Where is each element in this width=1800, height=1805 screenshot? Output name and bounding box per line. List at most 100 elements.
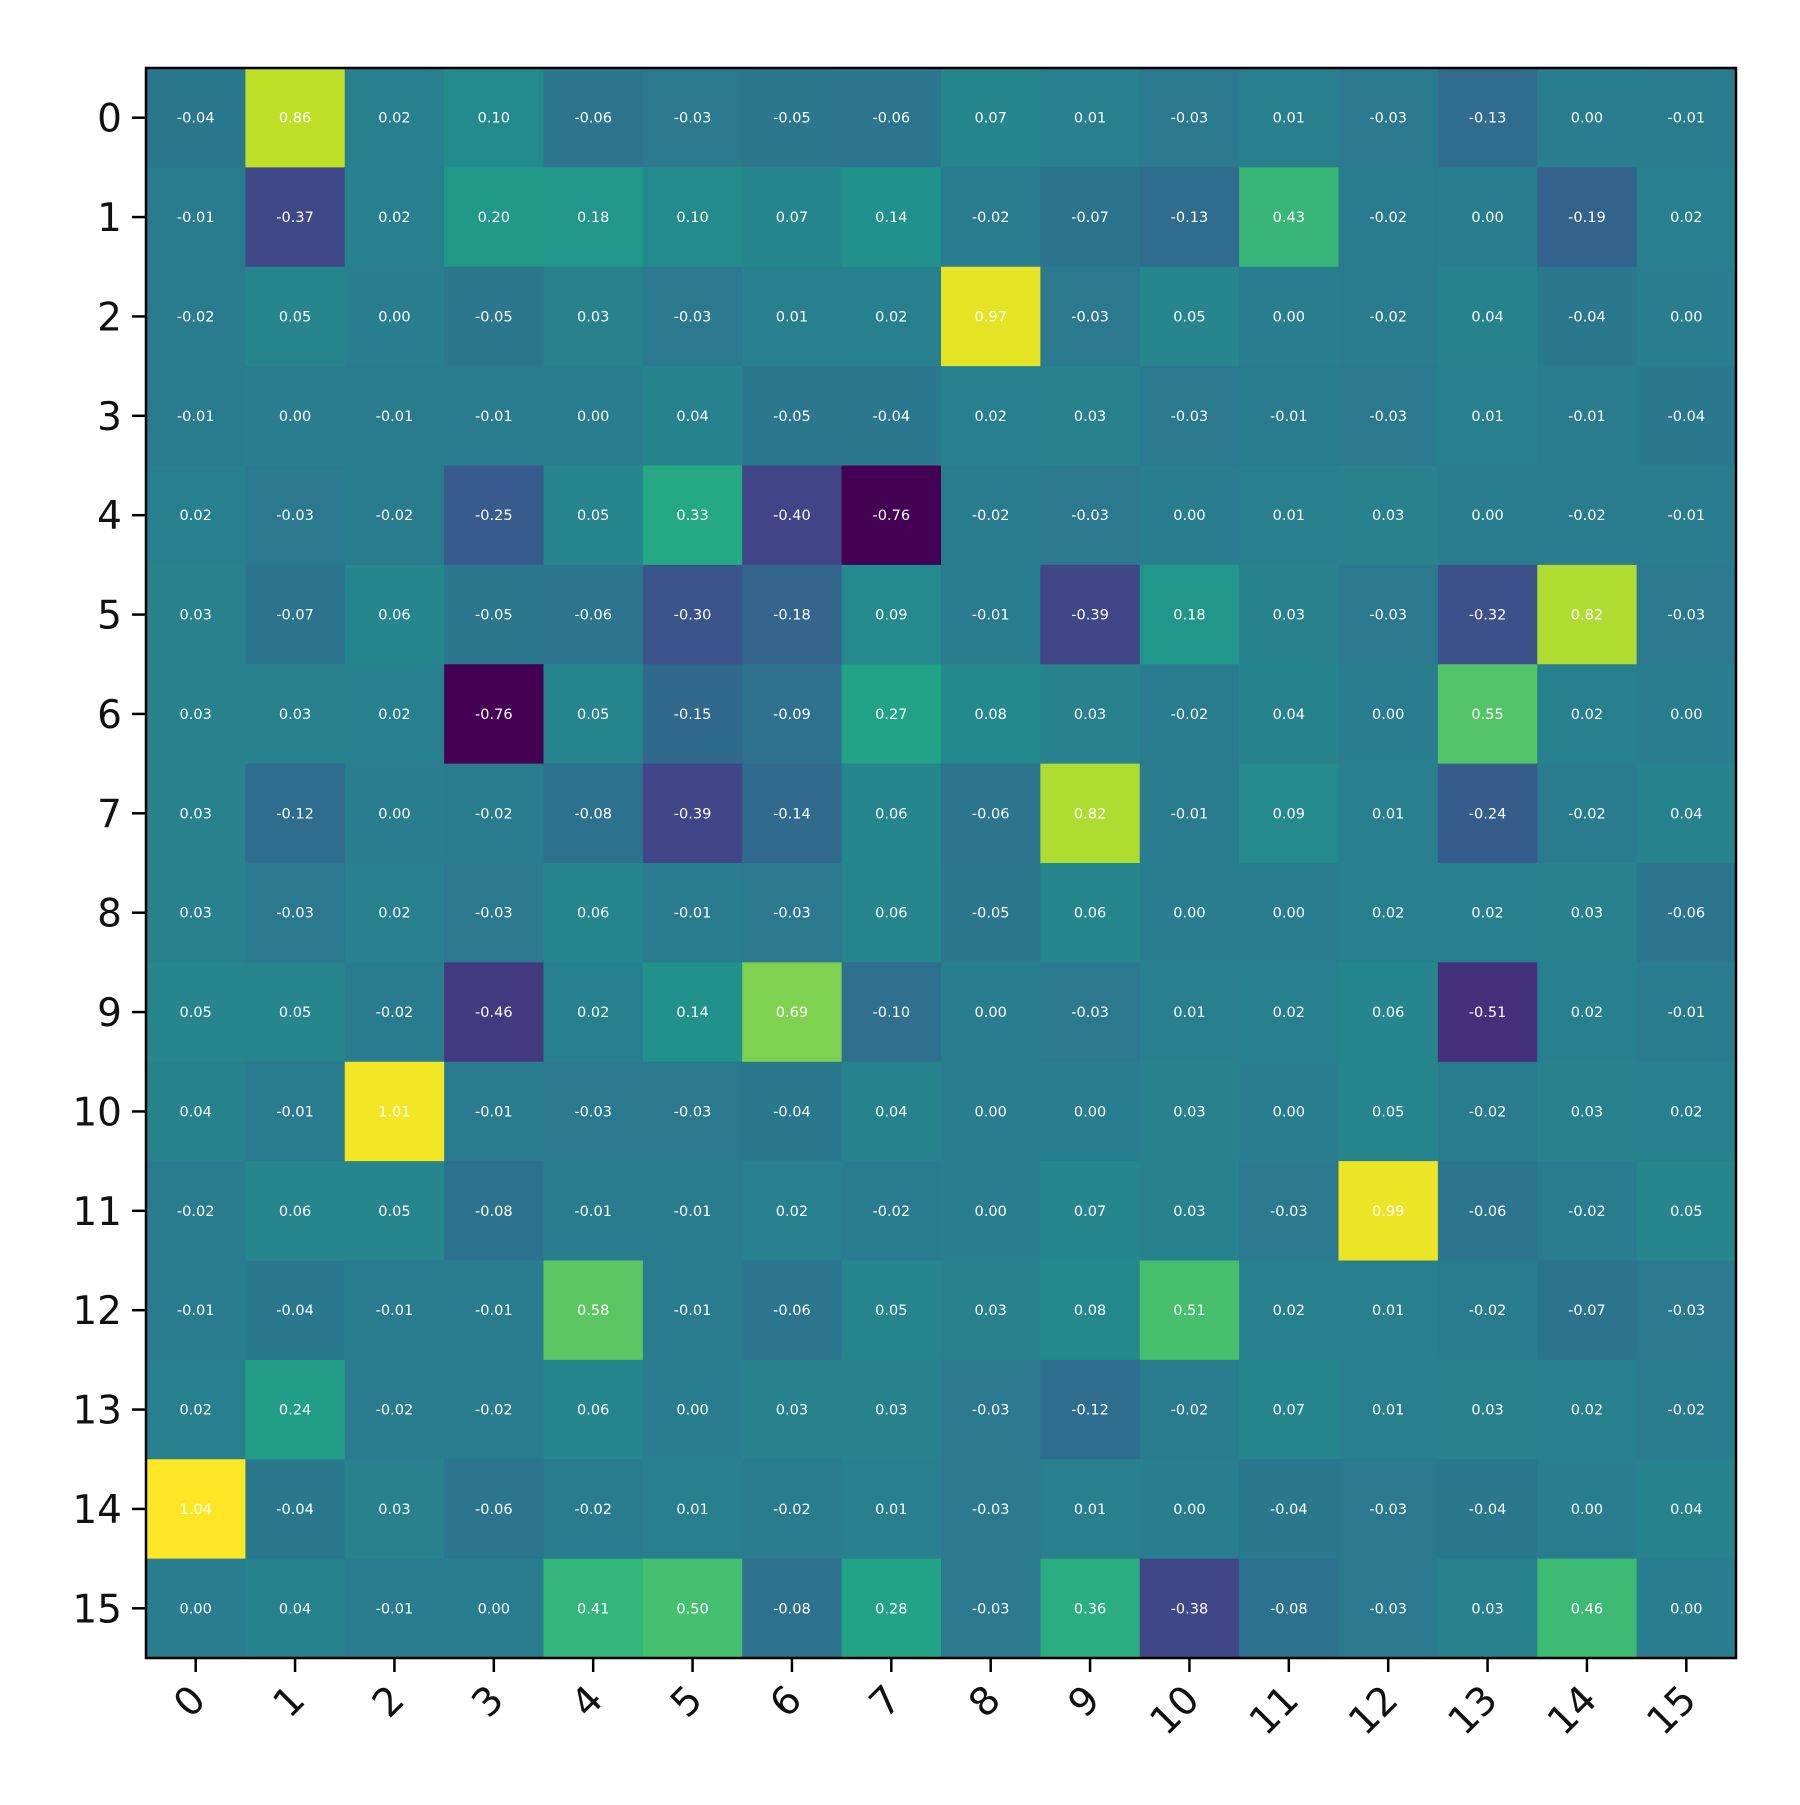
cell-value-label-2-0: -0.02 <box>177 309 215 325</box>
cell-value-label-10-11: 0.00 <box>1273 1104 1305 1120</box>
cell-value-label-14-5: 0.01 <box>676 1502 708 1518</box>
cell-value-label-5-10: 0.18 <box>1173 608 1205 624</box>
cell-value-label-5-15: -0.03 <box>1668 608 1706 624</box>
cell-value-label-8-7: 0.06 <box>875 906 907 922</box>
cell-value-label-13-7: 0.03 <box>875 1403 907 1419</box>
cell-value-label-1-14: -0.19 <box>1568 210 1606 226</box>
heatmap-cell-11-4 <box>543 1161 644 1262</box>
heatmap-cell-8-3 <box>444 863 545 963</box>
cell-value-label-10-7: 0.04 <box>875 1104 907 1120</box>
heatmap-cell-1-9 <box>1040 167 1141 268</box>
cell-value-label-8-6: -0.03 <box>773 906 811 922</box>
heatmap-cell-0-10 <box>1139 68 1240 168</box>
cell-value-label-15-1: 0.04 <box>279 1601 311 1617</box>
heatmap-cell-7-3 <box>444 763 545 864</box>
heatmap-cell-2-0 <box>146 266 246 367</box>
heatmap-cell-13-13 <box>1437 1359 1538 1460</box>
heatmap-cell-14-10 <box>1139 1459 1240 1560</box>
cell-value-label-15-3: 0.00 <box>478 1601 510 1617</box>
heatmap-cell-12-1 <box>245 1260 346 1361</box>
cell-value-label-0-10: -0.03 <box>1171 111 1209 127</box>
heatmap-cell-3-7 <box>841 366 942 467</box>
heatmap-cell-5-14 <box>1537 564 1638 665</box>
heatmap-cell-15-6 <box>742 1558 843 1659</box>
cell-value-label-8-2: 0.02 <box>378 906 410 922</box>
cell-value-label-13-9: -0.12 <box>1071 1403 1109 1419</box>
heatmap-cell-13-12 <box>1338 1359 1439 1460</box>
cell-value-label-10-8: 0.00 <box>975 1104 1007 1120</box>
heatmap-cell-4-2 <box>344 465 445 566</box>
heatmap-cell-14-9 <box>1040 1459 1141 1560</box>
cell-value-label-14-7: 0.01 <box>875 1502 907 1518</box>
cell-value-label-12-7: 0.05 <box>875 1303 907 1319</box>
heatmap-cell-9-12 <box>1338 962 1439 1063</box>
heatmap-cell-5-9 <box>1040 564 1141 665</box>
y-tick-label-0: 0 <box>97 97 122 142</box>
heatmap-cell-5-2 <box>344 564 445 665</box>
heatmap-cell-12-6 <box>742 1260 843 1361</box>
heatmap-cell-1-5 <box>642 167 743 268</box>
heatmap-cell-14-0 <box>146 1459 246 1560</box>
heatmap-cell-2-8 <box>941 266 1041 367</box>
heatmap-cell-14-14 <box>1537 1459 1638 1560</box>
cell-value-label-5-8: -0.01 <box>972 608 1010 624</box>
heatmap-cell-6-14 <box>1537 664 1638 765</box>
cell-value-label-14-10: 0.00 <box>1173 1502 1205 1518</box>
heatmap-cell-2-7 <box>841 266 942 367</box>
cell-value-label-9-7: -0.10 <box>873 1005 911 1021</box>
cell-value-label-15-4: 0.41 <box>577 1601 609 1617</box>
cell-value-label-4-8: -0.02 <box>972 508 1010 524</box>
heatmap-cell-7-15 <box>1636 763 1737 864</box>
heatmap-cell-8-6 <box>742 863 843 963</box>
cell-value-label-0-11: 0.01 <box>1273 111 1305 127</box>
cell-value-label-9-11: 0.02 <box>1273 1005 1305 1021</box>
cell-value-label-6-0: 0.03 <box>180 707 212 723</box>
cell-value-label-13-8: -0.03 <box>972 1403 1010 1419</box>
cell-value-label-5-14: 0.82 <box>1571 608 1603 624</box>
cell-value-label-4-2: -0.02 <box>376 508 414 524</box>
cell-value-label-6-4: 0.05 <box>577 707 609 723</box>
cell-value-label-6-8: 0.08 <box>975 707 1007 723</box>
cell-value-label-0-4: -0.06 <box>574 111 612 127</box>
heatmap-cell-14-11 <box>1239 1459 1340 1560</box>
cell-value-label-2-5: -0.03 <box>674 309 712 325</box>
cell-value-label-3-2: -0.01 <box>376 409 414 425</box>
heatmap-cell-12-5 <box>642 1260 743 1361</box>
cell-value-label-1-4: 0.18 <box>577 210 609 226</box>
cell-value-label-7-13: -0.24 <box>1469 806 1507 822</box>
heatmap-cell-7-14 <box>1537 763 1638 864</box>
heatmap-cell-7-11 <box>1239 763 1340 864</box>
heatmap-cell-0-6 <box>742 68 843 168</box>
heatmap-cell-2-10 <box>1139 266 1240 367</box>
cell-value-label-15-13: 0.03 <box>1471 1601 1503 1617</box>
heatmap-cell-12-8 <box>941 1260 1041 1361</box>
heatmap-cell-15-1 <box>245 1558 346 1659</box>
heatmap-cell-8-0 <box>146 863 246 963</box>
cell-value-label-9-15: -0.01 <box>1668 1005 1706 1021</box>
heatmap-cell-3-1 <box>245 366 346 467</box>
cell-value-label-15-8: -0.03 <box>972 1601 1010 1617</box>
heatmap-cell-4-15 <box>1636 465 1737 566</box>
heatmap-cell-1-12 <box>1338 167 1439 268</box>
heatmap-cell-7-8 <box>941 763 1041 864</box>
heatmap-cell-13-5 <box>642 1359 743 1460</box>
cell-value-label-9-1: 0.05 <box>279 1005 311 1021</box>
heatmap-cell-8-5 <box>642 863 743 963</box>
heatmap-cell-5-13 <box>1437 564 1538 665</box>
cell-value-label-7-8: -0.06 <box>972 806 1010 822</box>
heatmap-cell-12-13 <box>1437 1260 1538 1361</box>
cell-value-label-8-3: -0.03 <box>475 906 513 922</box>
heatmap-cell-5-12 <box>1338 564 1439 665</box>
cell-value-label-13-4: 0.06 <box>577 1403 609 1419</box>
cell-value-label-0-1: 0.86 <box>279 111 311 127</box>
cell-value-label-11-8: 0.00 <box>975 1204 1007 1220</box>
cell-value-label-0-2: 0.02 <box>378 111 410 127</box>
cell-value-label-7-12: 0.01 <box>1372 806 1404 822</box>
cell-value-label-8-5: -0.01 <box>674 906 712 922</box>
cell-value-label-13-12: 0.01 <box>1372 1403 1404 1419</box>
heatmap-cell-15-5 <box>642 1558 743 1659</box>
heatmap-cell-10-1 <box>245 1061 346 1162</box>
heatmap-cell-1-0 <box>146 167 246 268</box>
y-tick-label-2: 2 <box>97 295 122 340</box>
